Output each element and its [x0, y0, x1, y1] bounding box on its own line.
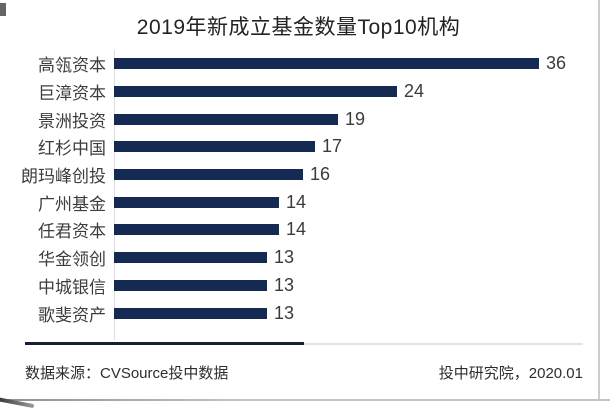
bar-chart: 高瓴资本 36 巨漳资本 24 景洲投资 19 红杉中国 17 朗玛峰创投 16	[0, 50, 597, 327]
bar-value: 13	[274, 247, 295, 268]
bar-label: 巨漳资本	[38, 84, 106, 104]
chart-rows: 高瓴资本 36 巨漳资本 24 景洲投资 19 红杉中国 17 朗玛峰创投 16	[0, 50, 597, 327]
footer-divider	[25, 342, 583, 345]
data-source-label: 数据来源：CVSource投中数据	[25, 365, 229, 382]
footer: 数据来源：CVSource投中数据 投中研究院，2020.01	[25, 362, 583, 383]
bar-area: 36	[114, 53, 597, 74]
bar-label: 高瓴资本	[38, 56, 106, 76]
bar	[114, 58, 539, 70]
bar	[114, 86, 397, 98]
bar-area: 19	[114, 109, 597, 130]
bar-value: 24	[404, 81, 425, 102]
bar-value: 36	[546, 53, 567, 74]
chart-title: 2019年新成立基金数量Top10机构	[136, 16, 461, 39]
credit-label: 投中研究院，2020.01	[438, 365, 583, 382]
bar	[114, 279, 267, 291]
bar-value: 13	[274, 274, 295, 295]
bar-row: 景洲投资 19	[0, 105, 597, 133]
bar-row: 广州基金 14	[0, 188, 597, 216]
bar-value: 13	[274, 302, 295, 323]
bar-area: 13	[114, 303, 597, 324]
bar-label: 红杉中国	[38, 139, 106, 159]
bar-value: 14	[286, 191, 307, 212]
bar	[114, 141, 315, 153]
bar-row: 任君资本 14	[0, 216, 597, 244]
y-axis-line	[114, 50, 115, 340]
bar-row: 中城银信 13	[0, 272, 597, 300]
divider-light-segment	[304, 343, 583, 345]
bar	[114, 224, 279, 236]
bar-value: 17	[322, 136, 343, 157]
bar-label: 景洲投资	[38, 111, 106, 131]
bar-row: 歌斐资产 13	[0, 299, 597, 327]
bar-value: 19	[345, 108, 366, 129]
bar	[114, 113, 338, 125]
bar	[114, 169, 303, 181]
divider-dark-segment	[25, 342, 304, 345]
bar-area: 17	[114, 136, 597, 157]
bar-row: 巨漳资本 24	[0, 78, 597, 106]
bar-label: 广州基金	[38, 194, 106, 214]
bar-value: 14	[286, 219, 307, 240]
bar-label: 中城银信	[38, 277, 106, 297]
bar-row: 高瓴资本 36	[0, 50, 597, 78]
bar-area: 13	[114, 275, 597, 296]
bar-area: 16	[114, 164, 597, 185]
bar	[114, 252, 267, 264]
bar	[114, 196, 279, 208]
page-curl-top-left-mark	[0, 3, 6, 16]
bar-area: 14	[114, 219, 597, 240]
bar-label: 歌斐资产	[38, 305, 106, 325]
card-bottom-edge	[0, 399, 610, 401]
bar-row: 朗玛峰创投 16	[0, 161, 597, 189]
bar-row: 华金领创 13	[0, 244, 597, 272]
bar-area: 24	[114, 81, 597, 102]
bar-label: 任君资本	[38, 222, 106, 242]
bar-value: 16	[310, 164, 331, 185]
bar-area: 13	[114, 247, 597, 268]
bar-label: 华金领创	[38, 250, 106, 270]
card-right-edge	[598, 0, 600, 401]
bar	[114, 307, 267, 319]
bar-label: 朗玛峰创投	[21, 167, 106, 187]
bar-area: 14	[114, 192, 597, 213]
bar-row: 红杉中国 17	[0, 133, 597, 161]
